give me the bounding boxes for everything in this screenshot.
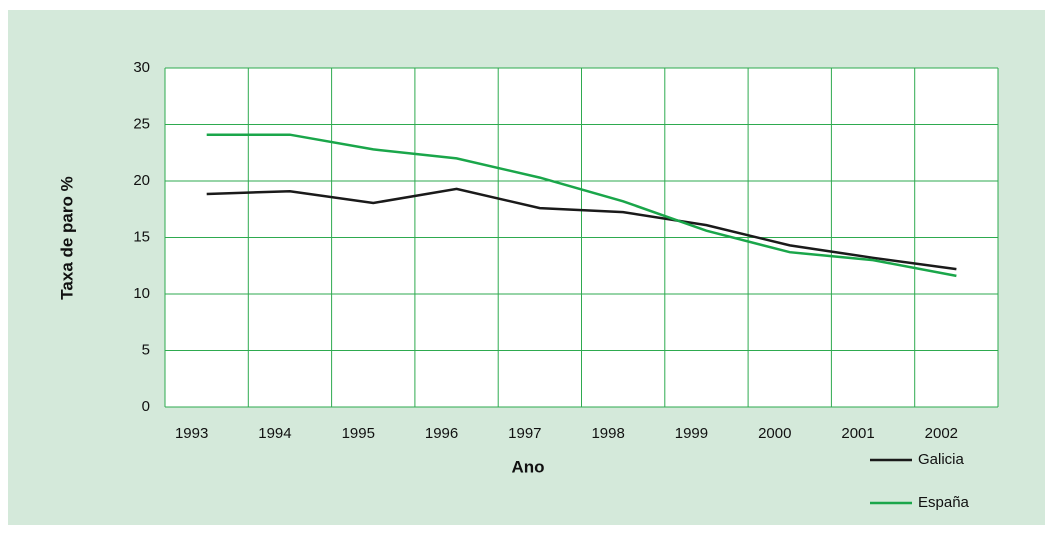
y-tick-label: 25 [133, 115, 150, 132]
x-tick-label: 1995 [342, 425, 375, 442]
x-tick-label: 1994 [258, 425, 291, 442]
x-tick-label: 1999 [675, 425, 708, 442]
y-tick-label: 20 [133, 172, 150, 189]
y-axis-label: Taxa de paro % [57, 176, 76, 299]
legend-label: España [918, 494, 970, 511]
y-tick-label: 15 [133, 228, 150, 245]
series-line [206, 133, 957, 278]
x-tick-label: 1997 [508, 425, 541, 442]
series-line [206, 187, 957, 271]
x-tick-label: 2000 [758, 425, 791, 442]
legend-label: Galicia [918, 451, 965, 468]
x-tick-label: 2002 [925, 425, 958, 442]
x-tick-label: 1993 [175, 425, 208, 442]
x-tick-label: 2001 [841, 425, 874, 442]
y-tick-label: 0 [142, 398, 150, 415]
y-tick-label: 10 [133, 285, 150, 302]
y-tick-label: 30 [133, 59, 150, 76]
x-axis-label: Ano [511, 457, 544, 476]
x-tick-label: 1996 [425, 425, 458, 442]
x-tick-label: 1998 [591, 425, 624, 442]
y-tick-label: 5 [142, 341, 150, 358]
